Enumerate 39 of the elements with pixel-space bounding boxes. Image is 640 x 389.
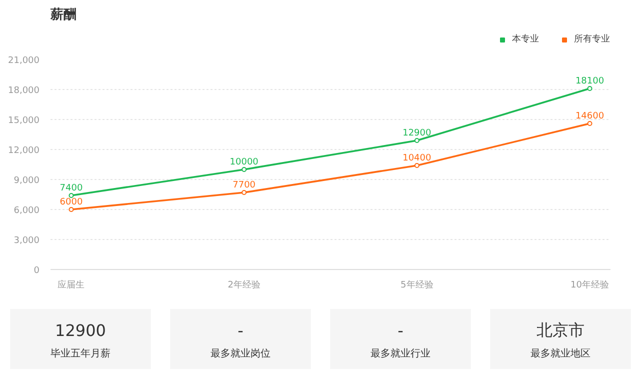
data-label: 10000	[230, 158, 259, 168]
data-label: 7700	[232, 180, 256, 190]
y-tick-label: 3,000	[14, 236, 40, 246]
point	[242, 190, 247, 195]
data-label: 7400	[60, 184, 83, 194]
legend-label: 所有专业	[574, 33, 610, 46]
data-label: 18100	[575, 76, 604, 86]
x-tick-label: 10年经验	[570, 280, 609, 290]
y-tick-label: 21,000	[8, 56, 40, 66]
y-tick-label: 9,000	[14, 176, 40, 186]
x-tick-label: 5年经验	[400, 280, 434, 290]
data-label: 12900	[402, 128, 432, 138]
point	[68, 193, 74, 198]
legend-label: 本专业	[512, 33, 539, 46]
y-tick-label: 15,000	[8, 116, 40, 126]
text: -	[398, 321, 404, 340]
point	[587, 86, 592, 91]
text: 毕业五年月薪	[50, 348, 110, 360]
y-tick-label: 12,000	[8, 146, 40, 156]
data-label: 14600	[575, 112, 604, 122]
y-tick-label: 0	[34, 266, 40, 276]
text: -	[238, 321, 244, 340]
data-label: 10400	[402, 154, 432, 164]
point	[587, 121, 592, 126]
point	[68, 207, 74, 212]
text: 12900	[55, 321, 106, 340]
chart-title: 薪酬	[50, 6, 76, 22]
text: 最多就业地区	[530, 348, 590, 360]
y-tick-label: 18,000	[8, 86, 40, 96]
point	[242, 167, 247, 172]
y-tick-label: 6,000	[14, 206, 40, 216]
x-tick-label: 2年经验	[228, 280, 260, 290]
text: 最多就业岗位	[210, 348, 270, 360]
x-tick-label: 应届生	[58, 280, 85, 290]
text: 北京市	[536, 320, 584, 340]
text: 最多就业行业	[370, 348, 430, 360]
point	[414, 163, 420, 168]
data-label: 6000	[60, 198, 83, 208]
point	[414, 138, 420, 143]
